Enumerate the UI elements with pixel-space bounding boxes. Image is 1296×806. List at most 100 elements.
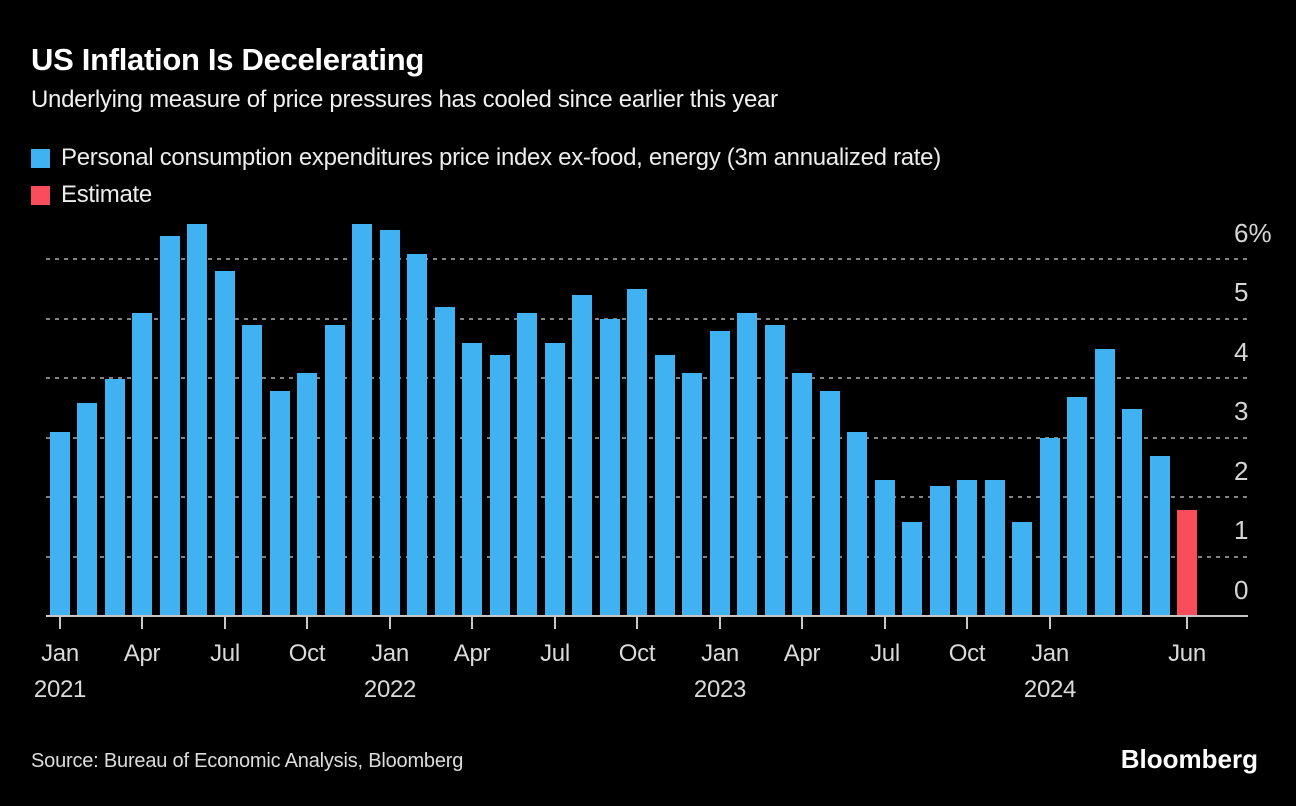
- bar-apr-2024: [1122, 409, 1142, 617]
- bar-sep-2021: [270, 391, 290, 617]
- bar-apr-2023: [792, 373, 812, 617]
- chart-subtitle: Underlying measure of price pressures ha…: [31, 86, 778, 113]
- x-tick-jan-2021: [59, 617, 61, 629]
- bar-jun-2021: [187, 224, 207, 617]
- bar-jun-2023: [847, 432, 867, 617]
- bar-jul-2023: [875, 480, 895, 617]
- bar-jan-2024: [1040, 438, 1060, 617]
- gridline-4: [46, 377, 1248, 379]
- bar-apr-2022: [462, 343, 482, 617]
- x-label-jul: Jul: [540, 640, 570, 667]
- x-tick-jul: [224, 617, 226, 629]
- y-axis-label-6: 6%: [1234, 218, 1272, 248]
- x-tick-jan-2022: [389, 617, 391, 629]
- bloomberg-logo: Bloomberg: [1120, 744, 1258, 774]
- x-tick-jun: [1186, 617, 1188, 629]
- legend-swatch-red: [31, 185, 50, 205]
- bar-feb-2021: [77, 403, 97, 617]
- x-tick-jul: [884, 617, 886, 629]
- legend-label-estimate: Estimate: [61, 181, 152, 208]
- bar-aug-2023: [902, 522, 922, 617]
- gridline-6: [46, 258, 1248, 260]
- bar-oct-2021: [297, 373, 317, 617]
- x-tick-oct: [636, 617, 638, 629]
- x-year-label-2022: 2022: [363, 676, 417, 703]
- x-label-jan-2024: Jan: [1031, 640, 1069, 667]
- x-year-label-2023: 2023: [693, 676, 747, 703]
- x-label-jan-2021: Jan: [41, 640, 79, 667]
- y-axis-label-5: 5: [1234, 277, 1249, 307]
- bar-oct-2023: [957, 480, 977, 617]
- bar-mar-2024: [1095, 349, 1115, 617]
- x-label-jul: Jul: [210, 640, 240, 667]
- bar-jul-2021: [215, 271, 235, 617]
- x-year-label-2021: 2021: [33, 676, 87, 703]
- source-note: Source: Bureau of Economic Analysis, Blo…: [31, 750, 464, 772]
- x-tick-apr: [141, 617, 143, 629]
- legend-label-pce: Personal consumption expenditures price …: [61, 144, 941, 171]
- bar-nov-2023: [985, 480, 1005, 617]
- bar-sep-2022: [600, 319, 620, 617]
- x-tick-apr: [801, 617, 803, 629]
- bar-nov-2021: [325, 325, 345, 617]
- bar-jan-2023: [710, 331, 730, 617]
- bar-aug-2021: [242, 325, 262, 617]
- gridline-3: [46, 437, 1248, 439]
- x-tick-oct: [306, 617, 308, 629]
- x-label-apr: Apr: [453, 640, 491, 667]
- bar-jan-2021: [50, 432, 70, 617]
- y-axis-label-4: 4: [1234, 337, 1249, 367]
- x-label-oct: Oct: [618, 640, 656, 667]
- x-label-oct: Oct: [948, 640, 986, 667]
- legend-swatch-blue: [31, 148, 50, 168]
- bar-apr-2021: [132, 313, 152, 617]
- x-year-label-2024: 2024: [1023, 676, 1077, 703]
- bar-dec-2023: [1012, 522, 1032, 617]
- bar-oct-2022: [627, 289, 647, 617]
- legend-item-estimate: Estimate: [31, 181, 152, 209]
- bar-mar-2023: [765, 325, 785, 617]
- bar-nov-2022: [655, 355, 675, 617]
- x-label-apr: Apr: [783, 640, 821, 667]
- x-tick-jan-2023: [719, 617, 721, 629]
- chart-title: US Inflation Is Decelerating: [31, 42, 424, 77]
- bar-feb-2023: [737, 313, 757, 617]
- bar-jun-2022: [517, 313, 537, 617]
- y-axis-label-2: 2: [1234, 456, 1249, 486]
- bar-mar-2022: [435, 307, 455, 617]
- bar-jan-2022: [380, 230, 400, 617]
- x-tick-jul: [554, 617, 556, 629]
- gridline-2: [46, 496, 1248, 498]
- bar-mar-2021: [105, 379, 125, 617]
- x-label-jul: Jul: [870, 640, 900, 667]
- bar-sep-2023: [930, 486, 950, 617]
- bar-jul-2022: [545, 343, 565, 617]
- bar-aug-2022: [572, 295, 592, 617]
- x-label-oct: Oct: [288, 640, 326, 667]
- bar-dec-2021: [352, 224, 372, 617]
- bar-may-2024: [1150, 456, 1170, 617]
- bar-may-2023: [820, 391, 840, 617]
- bar-may-2021: [160, 236, 180, 617]
- bar-feb-2024: [1067, 397, 1087, 617]
- bar-feb-2022: [407, 254, 427, 617]
- y-axis-label-1: 1: [1234, 515, 1249, 545]
- y-axis-label-3: 3: [1234, 396, 1249, 426]
- x-label-jun: Jun: [1168, 640, 1206, 667]
- x-tick-jan-2024: [1049, 617, 1051, 629]
- y-axis-label-0: 0: [1234, 575, 1249, 605]
- x-axis-line: [46, 615, 1248, 617]
- x-label-jan-2022: Jan: [371, 640, 409, 667]
- bar-may-2022: [490, 355, 510, 617]
- x-label-jan-2023: Jan: [701, 640, 739, 667]
- x-tick-oct: [966, 617, 968, 629]
- gridline-5: [46, 318, 1248, 320]
- x-label-apr: Apr: [123, 640, 161, 667]
- legend-item-pce: Personal consumption expenditures price …: [31, 144, 941, 172]
- gridline-1: [46, 556, 1248, 558]
- bar-jun-2024: [1177, 510, 1197, 617]
- x-tick-apr: [471, 617, 473, 629]
- bar-dec-2022: [682, 373, 702, 617]
